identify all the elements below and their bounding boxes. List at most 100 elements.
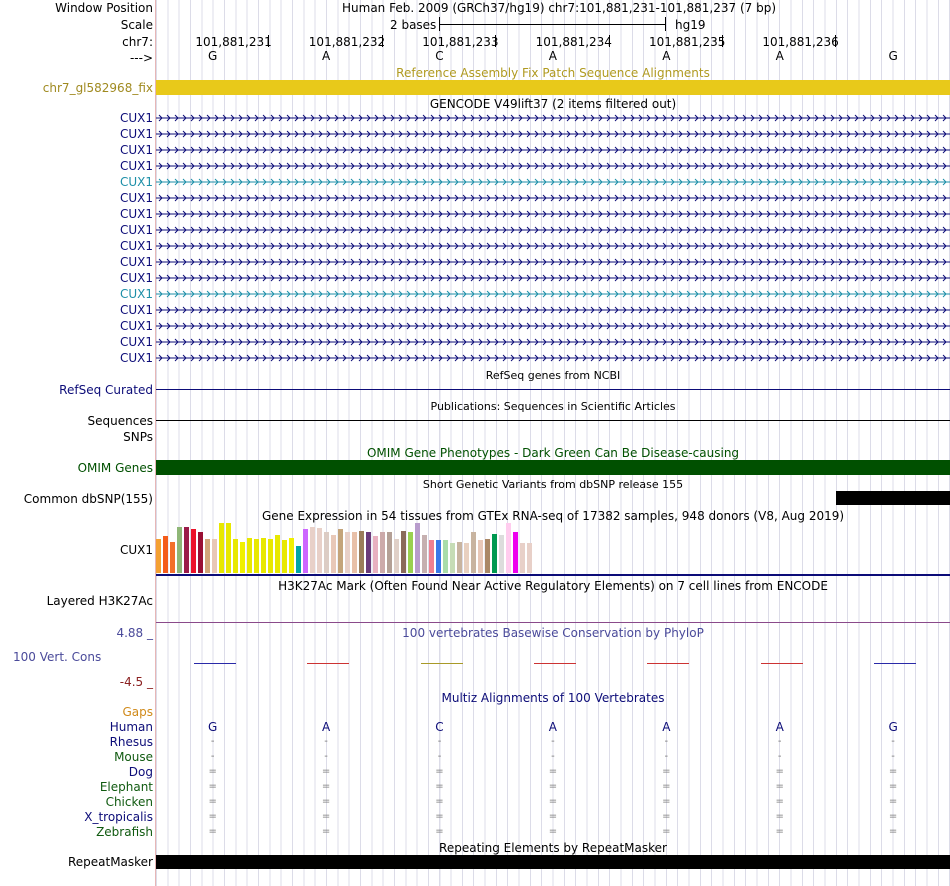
conservation-score-mark[interactable] bbox=[647, 663, 690, 664]
gtex-tissue-bar[interactable] bbox=[247, 537, 252, 573]
gencode-gene-label[interactable]: CUX1 bbox=[119, 303, 153, 317]
gtex-tissue-bar[interactable] bbox=[387, 532, 392, 573]
conservation-score-mark[interactable] bbox=[193, 663, 236, 664]
gtex-tissue-bar[interactable] bbox=[240, 541, 245, 573]
omim-phenotype-bar[interactable] bbox=[156, 460, 950, 475]
gtex-tissue-bar[interactable] bbox=[331, 534, 336, 573]
gtex-track-label[interactable]: CUX1 bbox=[119, 543, 153, 557]
gtex-tissue-bar[interactable] bbox=[464, 543, 469, 573]
fix-track-label[interactable]: chr7_gl582968_fix bbox=[42, 81, 153, 95]
multiz-species-label[interactable]: X_tropicalis bbox=[84, 810, 153, 824]
gtex-tissue-bar[interactable] bbox=[513, 532, 518, 573]
gtex-tissue-bar[interactable] bbox=[443, 540, 448, 573]
gtex-tissue-bar[interactable] bbox=[527, 543, 532, 573]
gtex-tissue-bar[interactable] bbox=[359, 530, 364, 573]
gencode-transcript[interactable] bbox=[156, 335, 950, 349]
gencode-transcript[interactable] bbox=[156, 223, 950, 237]
gtex-tissue-bar[interactable] bbox=[156, 539, 161, 573]
gtex-tissue-bar[interactable] bbox=[471, 532, 476, 573]
publications-track-label[interactable]: Sequences bbox=[87, 414, 153, 428]
conservation-track-label[interactable]: 100 Vert. Cons bbox=[13, 650, 102, 664]
gtex-tissue-bar[interactable] bbox=[394, 539, 399, 573]
gencode-gene-label[interactable]: CUX1 bbox=[119, 159, 153, 173]
h3k27ac-track-label[interactable]: Layered H3K27Ac bbox=[46, 594, 153, 608]
gtex-tissue-bar[interactable] bbox=[261, 537, 266, 573]
gencode-transcript[interactable] bbox=[156, 239, 950, 253]
multiz-species-label[interactable]: Elephant bbox=[99, 780, 153, 794]
gtex-tissue-bar[interactable] bbox=[401, 530, 406, 573]
gtex-tissue-bar[interactable] bbox=[429, 540, 434, 573]
multiz-species-label[interactable]: Zebrafish bbox=[96, 825, 153, 839]
gtex-tissue-bar[interactable] bbox=[366, 532, 371, 573]
gtex-tissue-bar[interactable] bbox=[275, 534, 280, 573]
conservation-score-mark[interactable] bbox=[874, 663, 917, 664]
gtex-tissue-bar[interactable] bbox=[310, 526, 315, 573]
gtex-tissue-bar[interactable] bbox=[205, 539, 210, 573]
conservation-score-mark[interactable] bbox=[307, 663, 350, 664]
gtex-tissue-bar[interactable] bbox=[289, 537, 294, 573]
refseq-track-label[interactable]: RefSeq Curated bbox=[59, 383, 153, 397]
refseq-gene-line[interactable] bbox=[156, 389, 950, 390]
gtex-tissue-bar[interactable] bbox=[296, 545, 301, 573]
gtex-tissue-bar[interactable] bbox=[212, 539, 217, 573]
gtex-tissue-bar[interactable] bbox=[352, 532, 357, 573]
gtex-tissue-bar[interactable] bbox=[198, 532, 203, 573]
gtex-tissue-bar[interactable] bbox=[177, 526, 182, 573]
dbsnp-variant[interactable] bbox=[836, 491, 950, 505]
gencode-gene-label[interactable]: CUX1 bbox=[119, 287, 153, 301]
gencode-gene-label[interactable]: CUX1 bbox=[119, 175, 153, 189]
gtex-tissue-bar[interactable] bbox=[457, 541, 462, 573]
repeat-element[interactable] bbox=[156, 855, 950, 869]
gencode-transcript[interactable] bbox=[156, 303, 950, 317]
gtex-tissue-bar[interactable] bbox=[268, 539, 273, 573]
fix-patch-alignment[interactable] bbox=[156, 80, 950, 95]
gencode-gene-label[interactable]: CUX1 bbox=[119, 191, 153, 205]
gencode-transcript[interactable] bbox=[156, 319, 950, 333]
publications-line[interactable] bbox=[156, 420, 950, 421]
gtex-tissue-bar[interactable] bbox=[415, 522, 420, 573]
multiz-species-label[interactable]: Rhesus bbox=[109, 735, 153, 749]
gtex-tissue-bar[interactable] bbox=[191, 529, 196, 573]
gencode-transcript[interactable] bbox=[156, 271, 950, 285]
gencode-gene-label[interactable]: CUX1 bbox=[119, 319, 153, 333]
gencode-gene-label[interactable]: CUX1 bbox=[119, 111, 153, 125]
gencode-gene-label[interactable]: CUX1 bbox=[119, 239, 153, 253]
gtex-tissue-bar[interactable] bbox=[492, 533, 497, 573]
gtex-tissue-bar[interactable] bbox=[317, 528, 322, 573]
gencode-transcript[interactable] bbox=[156, 287, 950, 301]
gtex-tissue-bar[interactable] bbox=[184, 526, 189, 573]
gencode-transcript[interactable] bbox=[156, 143, 950, 157]
gencode-gene-label[interactable]: CUX1 bbox=[119, 127, 153, 141]
gtex-tissue-bar[interactable] bbox=[478, 540, 483, 573]
multiz-species-label[interactable]: Dog bbox=[128, 765, 153, 779]
repeatmasker-track-label[interactable]: RepeatMasker bbox=[67, 855, 153, 869]
omim-track-label[interactable]: OMIM Genes bbox=[77, 461, 153, 475]
gencode-gene-label[interactable]: CUX1 bbox=[119, 207, 153, 221]
conservation-score-mark[interactable] bbox=[420, 663, 463, 664]
gencode-gene-label[interactable]: CUX1 bbox=[119, 255, 153, 269]
gencode-gene-label[interactable]: CUX1 bbox=[119, 335, 153, 349]
gtex-tissue-bar[interactable] bbox=[345, 532, 350, 573]
gtex-tissue-bar[interactable] bbox=[303, 529, 308, 573]
gencode-transcript[interactable] bbox=[156, 127, 950, 141]
conservation-score-mark[interactable] bbox=[760, 663, 803, 664]
gencode-transcript[interactable] bbox=[156, 191, 950, 205]
gtex-expression-bars[interactable] bbox=[156, 522, 556, 573]
gtex-tissue-bar[interactable] bbox=[436, 540, 441, 573]
dbsnp-track-label[interactable]: Common dbSNP(155) bbox=[23, 492, 153, 506]
gtex-tissue-bar[interactable] bbox=[450, 543, 455, 573]
gencode-transcript[interactable] bbox=[156, 159, 950, 173]
gtex-tissue-bar[interactable] bbox=[219, 522, 224, 573]
gtex-tissue-bar[interactable] bbox=[170, 542, 175, 573]
multiz-species-label[interactable]: Mouse bbox=[114, 750, 153, 764]
gtex-tissue-bar[interactable] bbox=[520, 543, 525, 573]
gtex-tissue-bar[interactable] bbox=[282, 540, 287, 573]
gencode-gene-label[interactable]: CUX1 bbox=[119, 143, 153, 157]
gtex-tissue-bar[interactable] bbox=[226, 522, 231, 573]
conservation-score-mark[interactable] bbox=[533, 663, 576, 664]
gencode-transcript[interactable] bbox=[156, 207, 950, 221]
gtex-tissue-bar[interactable] bbox=[163, 535, 168, 573]
multiz-species-label[interactable]: Chicken bbox=[105, 795, 153, 809]
gtex-tissue-bar[interactable] bbox=[380, 532, 385, 573]
gencode-gene-label[interactable]: CUX1 bbox=[119, 271, 153, 285]
